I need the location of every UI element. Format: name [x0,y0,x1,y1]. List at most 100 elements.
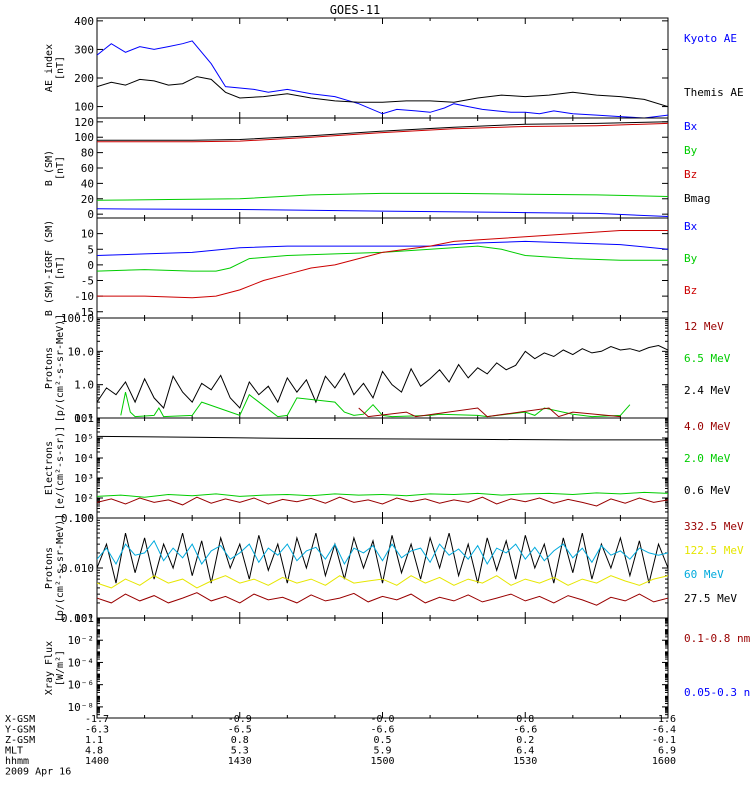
y-tick-label: 0.1 [74,412,94,425]
x-row-value: -6.3 [85,725,109,736]
y-tick-label: 40 [81,177,94,190]
x-row-value: 1600 [652,756,676,767]
y-axis-label: B (SM)[nT] [44,150,66,186]
y-axis-label-line: [e/(cm²-s-sr)] [55,426,66,510]
x-row-value: 4.8 [85,746,103,757]
legend-entry: 0.6 MeV [684,484,731,497]
y-tick-label: -5 [81,275,94,288]
y-tick-label: 10⁻⁴ [68,656,95,669]
legend-entry: 2.0 MeV [684,452,731,465]
y-tick-label: 10⁵ [74,432,94,445]
x-row-value: 0.8 [231,735,249,746]
y-tick-label: 100.0 [61,312,94,325]
y-tick-label: 10⁴ [74,452,94,465]
y-tick-label: 120 [74,116,94,129]
x-row-value: 1.6 [658,714,676,725]
x-row-value: -1.7 [85,714,109,725]
y-tick-label: 10 [81,228,94,241]
legend-entry: By [684,144,698,157]
y-axis-label-line: B (SM)-IGRF (SM) [44,220,55,316]
x-row-label: Z-GSM [5,735,35,746]
y-tick-label: 0.100 [61,512,94,525]
y-tick-label: 80 [81,147,94,160]
series-60-mev [97,539,668,566]
y-tick-label: 10⁻⁶ [68,679,95,692]
x-row-label: X-GSM [5,714,35,725]
y-axis-label: AE index[nT] [44,44,66,92]
legend-entry: 332.5 MeV [684,520,744,533]
y-axis-label-line: [W/m²] [55,650,66,686]
legend-entry: 0.1-0.8 nm [684,632,750,645]
y-tick-label: 60 [81,162,94,175]
series-bx [97,240,668,256]
y-tick-label: 10⁶ [74,412,94,425]
y-tick-label: 10³ [74,472,94,485]
series-27-5-mev [97,532,668,584]
series-0-6-mev [97,435,668,441]
x-row-value: 5.3 [231,746,249,757]
y-axis-label: Xray Flux[W/m²] [44,641,66,695]
series-by [97,192,668,201]
legend-entry: Bmag [684,192,711,205]
y-axis-label-line: Protons [44,547,55,589]
panel-ae: 100 200 300 400 AE index[nT] Kyoto AE Themis A… [44,15,744,119]
legend-entry: 12 MeV [684,320,724,333]
series-12-mev [358,407,621,418]
y-tick-label: 100 [74,101,94,114]
legend-entry: By [684,252,698,265]
x-row-value: 1400 [85,756,109,767]
x-row-value: -6.6 [513,725,537,736]
y-axis-label-line: [p/(cm²-s-sr-MeV)] [55,514,66,622]
x-row-value: 5.9 [373,746,391,757]
x-row-value: -6.6 [370,725,394,736]
x-row-value: 1.1 [85,735,103,746]
legend-entry: Bz [684,168,697,181]
x-row-label: Y-GSM [5,725,35,736]
x-row-value: 0.2 [516,735,534,746]
legend-entry: Bz [684,284,697,297]
y-axis-label-line: Protons [44,347,55,389]
legend-entry: 60 MeV [684,568,724,581]
y-tick-label: 20 [81,193,94,206]
legend-entry: Kyoto AE [684,32,737,45]
x-row-value: 1500 [370,756,394,767]
x-row-value: 1430 [228,756,252,767]
y-tick-label: 10.0 [68,345,95,358]
panel-electrons: 10¹ 10² 10³ 10⁴ 10⁵ 10⁶ Electrons[e/(cm²-s-sr)… [44,412,731,525]
series-2-0-mev [97,491,668,498]
y-axis-label-line: Xray Flux [44,641,55,695]
panel-frame [96,417,669,519]
series-4-0-mev [97,496,668,507]
y-tick-label: 400 [74,15,94,28]
x-row-value: 0.5 [373,735,391,746]
y-axis-label: Protons[p/(cm²-s-sr-MeV)] [44,514,66,622]
y-tick-label: -10 [74,290,94,303]
series-332-5-mev [97,592,668,606]
x-row-value: 1530 [513,756,537,767]
y-tick-label: 300 [74,43,94,56]
y-tick-label: 10¹ [74,512,94,525]
y-axis-label-line: [nT] [55,156,66,180]
x-row-value: 6.9 [658,746,676,757]
y-axis-label: B (SM)-IGRF (SM)[nT] [44,220,66,316]
panel-protons_low: 0.11.010.0100.0Protons[p/(cm²-s-sr-MeV)]… [44,312,731,425]
y-tick-label: 0 [87,259,94,272]
y-tick-label: 100 [74,131,94,144]
series-bmag [97,121,668,141]
y-axis-label-line: [nT] [55,256,66,280]
y-axis-label-line: Electrons [44,441,55,495]
series-2-4-mev [97,344,668,409]
y-axis-label-line: AE index [44,44,55,92]
legend-entry: Themis AE [684,86,744,99]
panel-bigrf: -15 -10 -5 0 5 10 B (SM)-IGRF (SM)[nT] Bx By Bz [44,217,698,319]
panel-protons_high: 0.0010.0100.100Protons[p/(cm²-s-sr-MeV)]… [44,512,744,625]
series-by [97,245,668,272]
x-row-value: 6.4 [516,746,534,757]
series-kyoto-ae [97,40,668,118]
panel-xray: 10⁻⁸ 10⁻⁶ 10⁻⁴ 10⁻² 10⁰ Xray Flux[W/m²] 0.1-0.… [44,612,750,719]
panel-frame [96,617,669,719]
y-axis-label-line: [nT] [55,56,66,80]
